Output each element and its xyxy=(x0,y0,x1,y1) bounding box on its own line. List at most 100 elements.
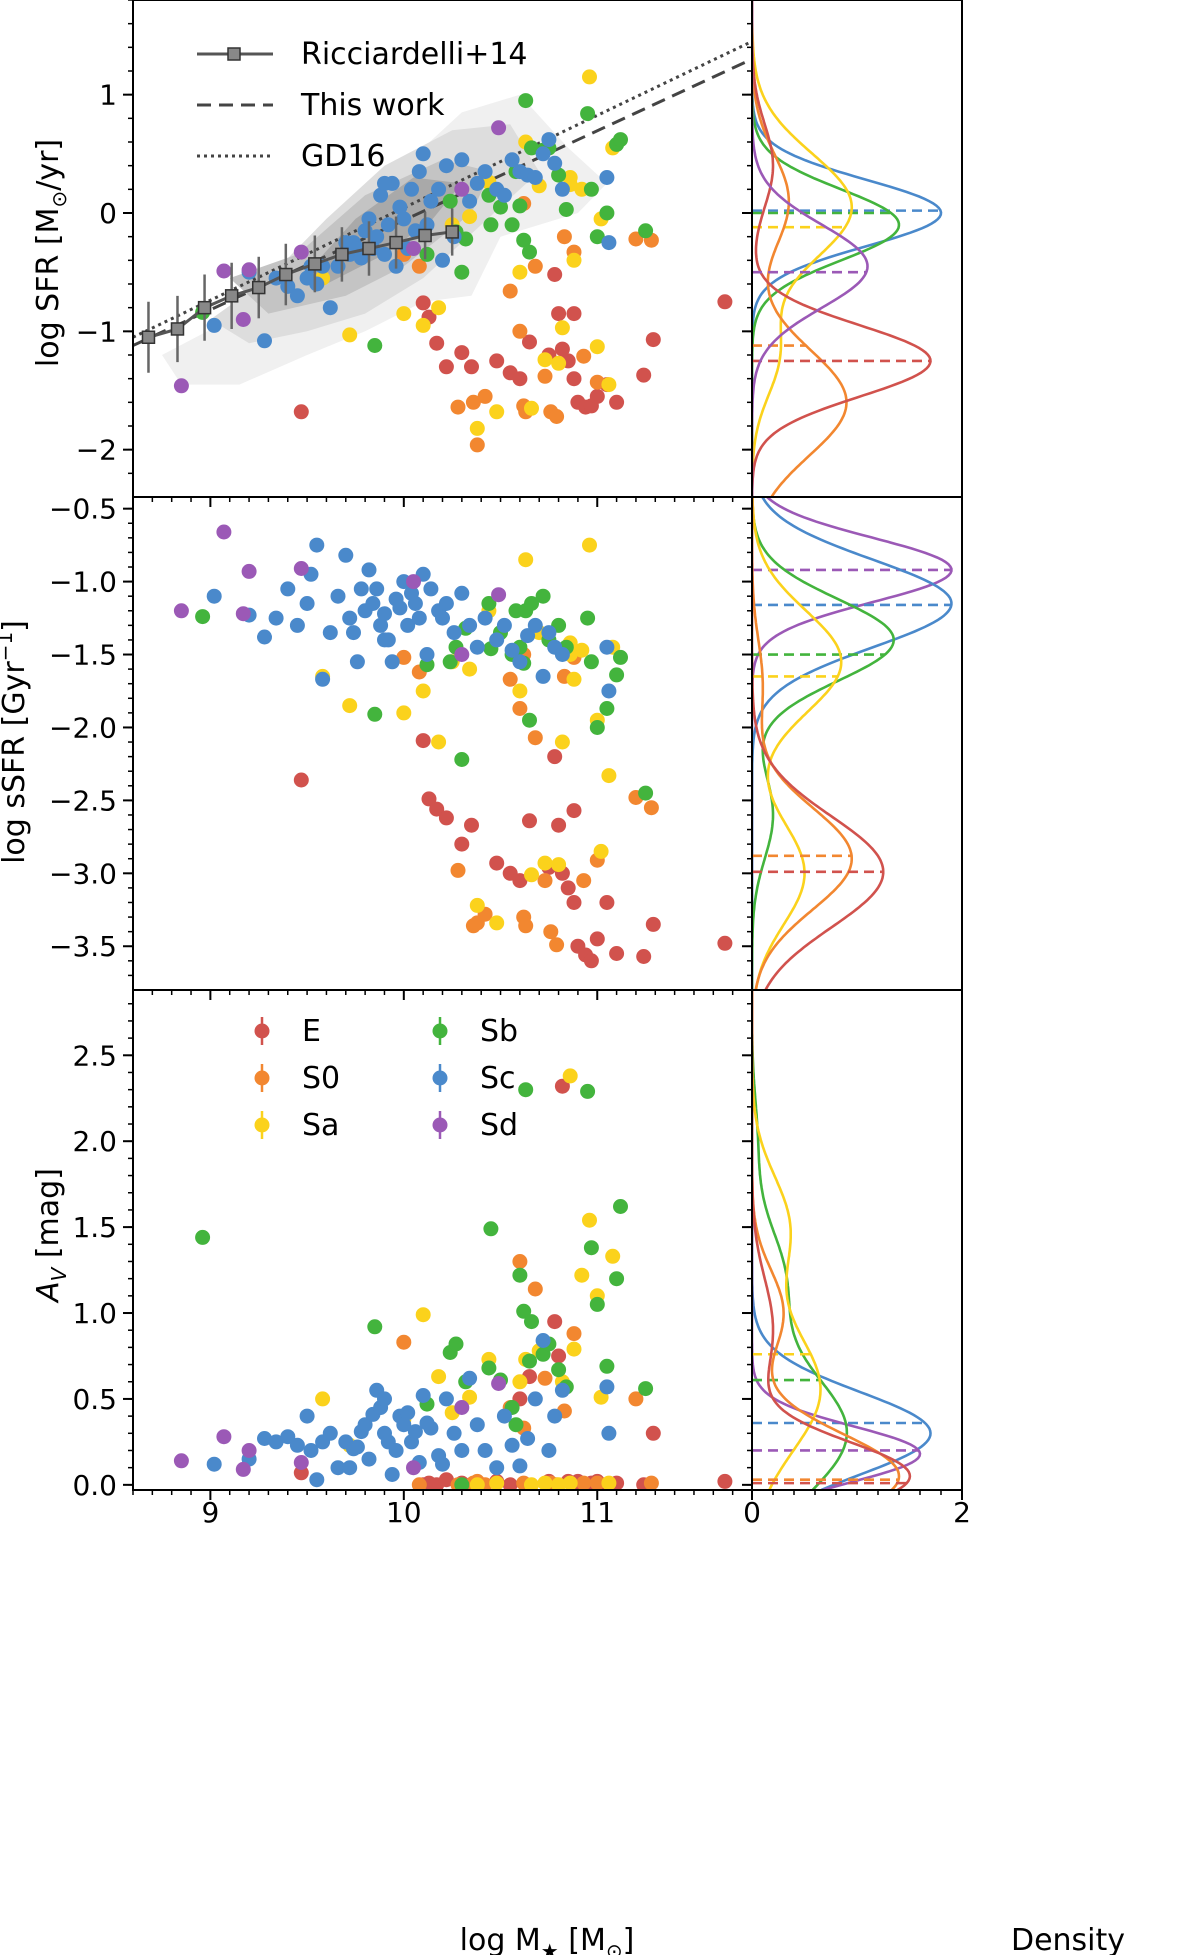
data-point-Sb xyxy=(481,1360,497,1376)
data-point-Sc xyxy=(299,596,315,611)
y-label-av: AV [mag] xyxy=(31,1168,71,1304)
data-point-E xyxy=(512,873,528,889)
data-point-S0 xyxy=(450,399,466,415)
data-point-Sc xyxy=(380,217,396,233)
legend-marker-Sc xyxy=(432,1070,448,1086)
data-point-Sb xyxy=(458,231,474,247)
data-point-E xyxy=(429,801,445,817)
data-point-Sd xyxy=(293,1455,309,1470)
data-point-Sd xyxy=(406,574,421,590)
class-legend: E S0 Sa Sb Sc Sd xyxy=(254,1014,518,1143)
data-point-Sc xyxy=(599,1379,615,1395)
ricciardelli-point xyxy=(335,247,349,262)
y-tick-label: −2.0 xyxy=(49,711,117,744)
ricciardelli-point xyxy=(141,330,156,344)
data-point-Sb xyxy=(483,217,499,233)
data-point-Sc xyxy=(469,1417,485,1433)
data-point-Sb xyxy=(524,140,539,156)
data-point-Sb xyxy=(535,588,551,604)
data-point-Sd xyxy=(406,1460,421,1476)
data-point-E xyxy=(589,388,605,404)
top-legend: Ricciardelli+14 This work GD16 xyxy=(197,37,528,174)
data-point-Sb xyxy=(522,1353,537,1369)
data-point-Sb xyxy=(493,199,508,215)
data-point-Sb xyxy=(454,264,470,280)
data-point-Sb xyxy=(551,167,567,183)
data-point-Sb xyxy=(454,1477,470,1490)
kde-curve-Sa xyxy=(752,0,854,497)
data-point-E xyxy=(566,306,582,322)
kde-curve-E xyxy=(752,497,885,990)
data-point-S0 xyxy=(512,1254,528,1269)
data-point-Sc xyxy=(462,1370,478,1386)
data-point-Sc xyxy=(477,610,493,626)
ricciardelli-point xyxy=(224,289,239,303)
legend-label-Sd: Sd xyxy=(480,1108,518,1143)
data-point-E xyxy=(599,895,615,910)
density-ssfr xyxy=(752,497,953,990)
data-point-Sc xyxy=(396,211,412,227)
data-point-Sa xyxy=(342,327,358,343)
data-point-Sc xyxy=(377,606,392,622)
y-tick-label: 0.5 xyxy=(72,1383,117,1416)
data-point-Sd xyxy=(454,1400,470,1415)
data-point-E xyxy=(645,1425,661,1441)
data-point-Sa xyxy=(601,1475,617,1490)
data-point-E xyxy=(551,817,567,833)
data-point-Sd xyxy=(173,378,189,394)
density-sfr xyxy=(752,0,943,497)
data-point-Sb xyxy=(524,596,539,611)
data-point-Sa xyxy=(582,537,597,553)
data-point-Sc xyxy=(400,617,416,633)
data-point-Sc xyxy=(535,1333,551,1348)
data-point-Sc xyxy=(396,1417,412,1433)
data-point-E xyxy=(566,371,582,387)
data-point-Sd xyxy=(406,241,421,256)
data-point-Sb xyxy=(638,785,654,801)
data-point-E xyxy=(415,295,431,311)
data-point-E xyxy=(438,359,454,375)
data-point-Sc xyxy=(438,1391,454,1407)
data-point-S0 xyxy=(512,701,528,716)
data-point-Sc xyxy=(392,600,408,616)
data-point-Sa xyxy=(601,768,617,784)
data-point-Sc xyxy=(415,1388,431,1403)
ricciardelli-point xyxy=(251,280,266,295)
data-point-Sc xyxy=(411,164,427,180)
data-point-Sa xyxy=(342,698,358,714)
data-point-Sc xyxy=(257,629,272,645)
data-point-Sc xyxy=(280,1429,296,1445)
data-point-Sb xyxy=(613,1199,628,1214)
data-point-Sa xyxy=(566,1341,582,1357)
data-point-Sc xyxy=(469,175,485,191)
y-tick-label: 0 xyxy=(99,197,117,230)
data-point-Sc xyxy=(535,146,551,162)
data-point-Sc xyxy=(527,1391,543,1407)
legend-marker-Sa xyxy=(254,1117,270,1133)
legend-marker-S0 xyxy=(254,1070,270,1086)
data-point-Sd xyxy=(216,263,232,279)
data-point-Sd xyxy=(241,1443,257,1458)
data-point-Sc xyxy=(446,1425,462,1441)
data-point-Sc xyxy=(268,610,284,626)
data-point-E xyxy=(522,813,537,829)
data-point-Sc xyxy=(369,229,385,245)
ricciardelli-point xyxy=(170,322,185,336)
data-point-Sb xyxy=(558,202,574,217)
data-point-Sa xyxy=(582,1212,597,1228)
data-point-S0 xyxy=(576,873,592,889)
data-point-Sc xyxy=(330,588,346,604)
kde-curve-S0 xyxy=(752,990,901,1490)
data-point-Sb xyxy=(589,1296,605,1312)
data-point-Sc xyxy=(547,155,563,171)
data-point-Sc xyxy=(384,654,400,670)
data-point-Sc xyxy=(369,581,385,597)
data-point-Sc xyxy=(384,1467,400,1482)
density-frame xyxy=(751,989,963,1491)
y-tick-label: −3.5 xyxy=(49,930,117,963)
data-point-Sd xyxy=(241,262,257,278)
data-point-Sc xyxy=(377,246,392,262)
data-point-S0 xyxy=(502,283,518,299)
data-point-Sc xyxy=(365,596,381,611)
data-point-Sa xyxy=(551,1477,567,1490)
